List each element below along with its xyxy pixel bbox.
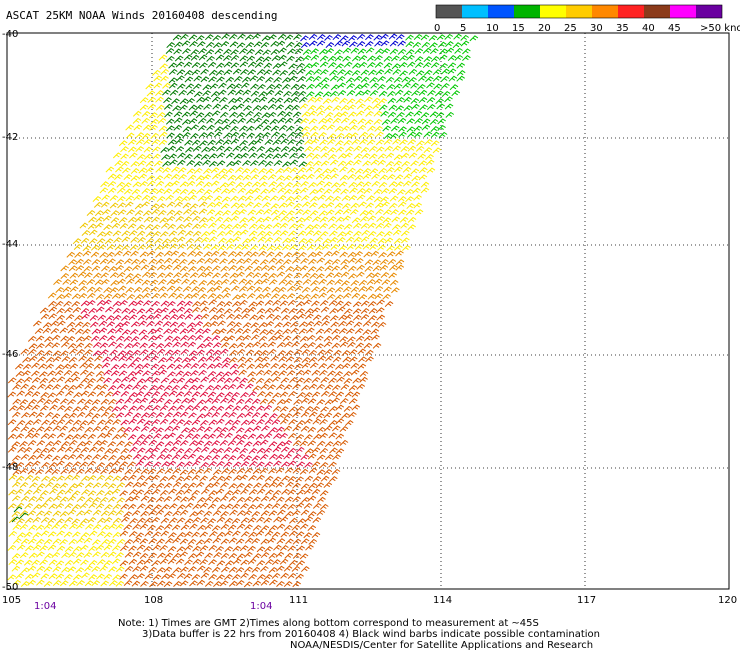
note-line-3: NOAA/NESDIS/Center for Satellite Applica…: [290, 640, 593, 650]
wind-barbs-swath: [7, 33, 479, 588]
legend-label: 10: [486, 23, 499, 34]
lon-label-111: 111: [289, 595, 308, 606]
legend-swatch: [644, 5, 670, 18]
legend-label: 20: [538, 23, 551, 34]
lat-label-42: -42: [2, 132, 18, 143]
lat-label-40: -40: [2, 29, 18, 40]
latitude-labels: -40 -42 -44 -46 -48 -50: [2, 29, 18, 593]
legend-swatch: [566, 5, 592, 18]
legend-label: 30: [590, 23, 603, 34]
time-label-right: 1:04: [250, 601, 272, 612]
lon-label-117: 117: [577, 595, 596, 606]
lat-label-48: -48: [2, 462, 18, 473]
note-line-1: Note: 1) Times are GMT 2)Times along bot…: [118, 618, 539, 629]
wind-speed-legend: 0 5 10 15 20 25 30 35 40 45 >50 knots: [434, 4, 740, 34]
legend-swatch: [436, 5, 462, 18]
legend-swatch: [462, 5, 488, 18]
map-title: ASCAT 25KM NOAA Winds 20160408 descendin…: [6, 9, 278, 22]
lon-label-108: 108: [144, 595, 163, 606]
legend-label: >50 knots: [700, 23, 740, 34]
legend-label: 5: [460, 23, 466, 34]
map-frame: [6, 32, 730, 590]
legend-swatch: [696, 5, 722, 18]
lat-label-44: -44: [2, 239, 18, 250]
legend-label: 0: [434, 23, 440, 34]
lat-label-50: -50: [2, 582, 18, 593]
note-line-2: 3)Data buffer is 22 hrs from 20160408 4)…: [142, 629, 600, 640]
legend-swatch: [514, 5, 540, 18]
lon-label-120: 120: [718, 595, 737, 606]
legend-swatch: [592, 5, 618, 18]
legend-swatch: [670, 5, 696, 18]
legend-label: 40: [642, 23, 655, 34]
lon-label-114: 114: [433, 595, 452, 606]
time-label-left: 1:04: [34, 601, 56, 612]
legend-label: 15: [512, 23, 525, 34]
legend-label: 35: [616, 23, 629, 34]
legend-label: 45: [668, 23, 681, 34]
legend-swatch: [618, 5, 644, 18]
legend-label: 25: [564, 23, 577, 34]
lat-label-46: -46: [2, 349, 18, 360]
legend-swatch: [488, 5, 514, 18]
longitude-labels: 105 108 111 114 117 120: [2, 595, 737, 606]
legend-swatch: [540, 5, 566, 18]
lon-label-105: 105: [2, 595, 21, 606]
